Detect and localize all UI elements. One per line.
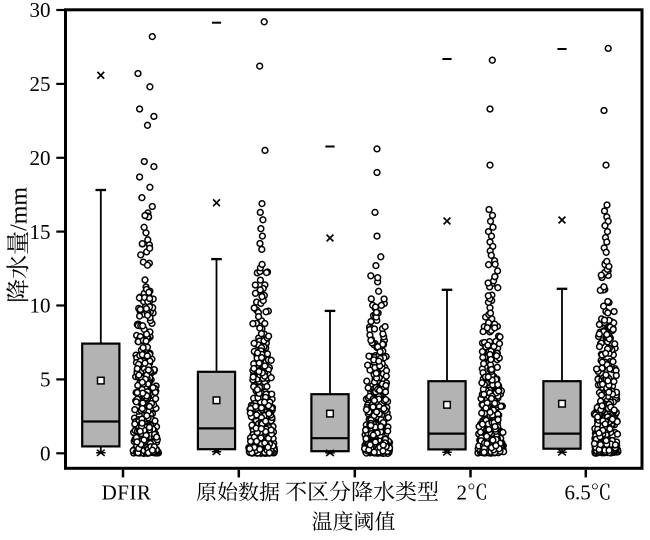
svg-text:/mm: /mm [7, 187, 33, 231]
svg-text:0: 0 [40, 442, 51, 466]
svg-text:20: 20 [30, 146, 51, 170]
svg-text:DFIR: DFIR [102, 481, 152, 505]
svg-text:5: 5 [40, 368, 51, 392]
svg-text:25: 25 [30, 72, 51, 96]
svg-text:15: 15 [30, 220, 51, 244]
svg-text:10: 10 [30, 294, 51, 318]
svg-text:2: 2 [457, 481, 468, 505]
svg-text:30: 30 [30, 0, 51, 22]
svg-text:6.5: 6.5 [565, 481, 591, 505]
